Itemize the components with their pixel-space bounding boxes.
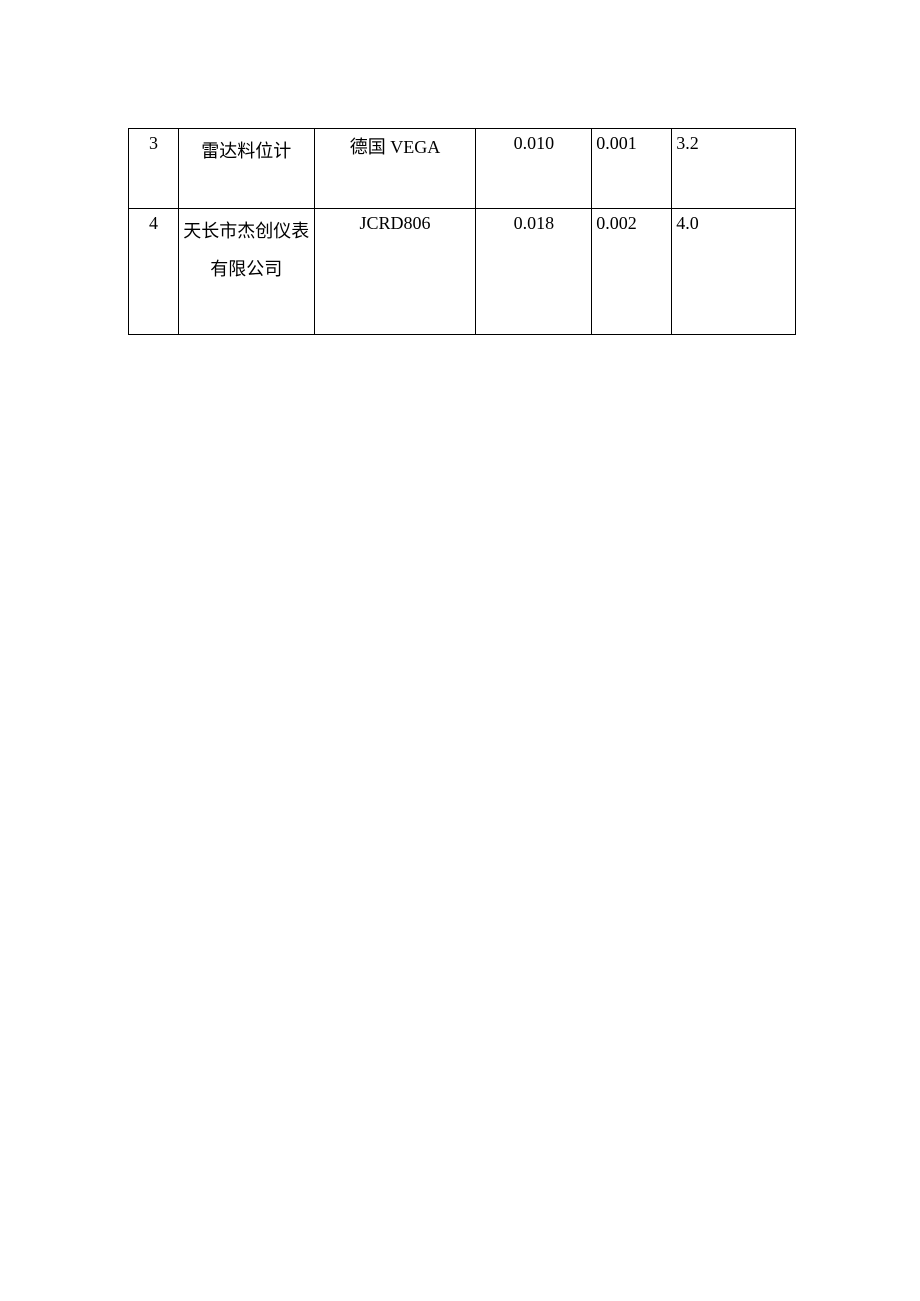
- cell-value-3: 3.2: [672, 129, 796, 209]
- cell-model: 德国 VEGA: [314, 129, 476, 209]
- cell-value-1: 0.010: [476, 129, 592, 209]
- cell-value-3: 4.0: [672, 209, 796, 335]
- cell-value-1: 0.018: [476, 209, 592, 335]
- cell-value-2: 0.001: [592, 129, 672, 209]
- cell-name: 雷达料位计: [178, 129, 314, 209]
- cell-value-2: 0.002: [592, 209, 672, 335]
- table-row: 4 天长市杰创仪表有限公司 JCRD806 0.018 0.002 4.0: [129, 209, 796, 335]
- data-table: 3 雷达料位计 德国 VEGA 0.010 0.001 3.2 4 天长市杰创仪…: [128, 128, 796, 335]
- cell-model: JCRD806: [314, 209, 476, 335]
- table-row: 3 雷达料位计 德国 VEGA 0.010 0.001 3.2: [129, 129, 796, 209]
- cell-index: 4: [129, 209, 179, 335]
- cell-name: 天长市杰创仪表有限公司: [178, 209, 314, 335]
- cell-index: 3: [129, 129, 179, 209]
